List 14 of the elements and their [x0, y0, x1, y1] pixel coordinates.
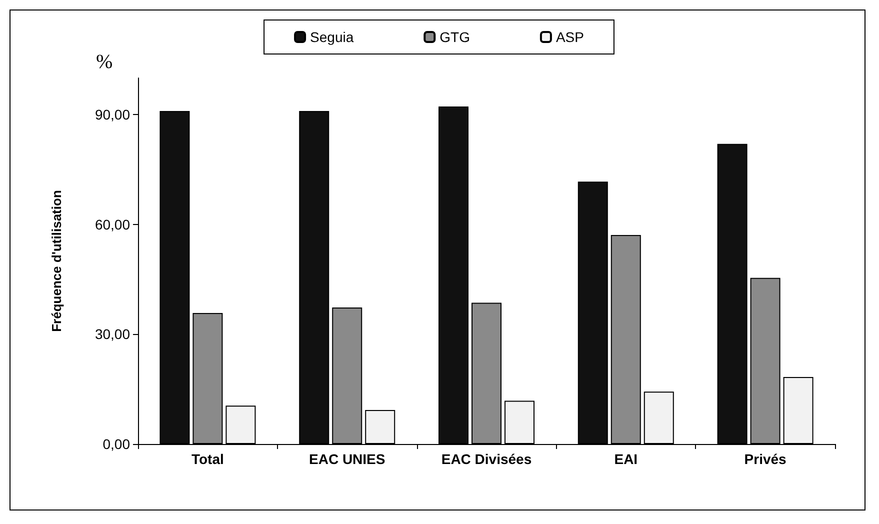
- y-tick-label: 60,00: [94, 216, 130, 232]
- text: %: [96, 51, 113, 73]
- y-tick-label: 90,00: [94, 106, 130, 123]
- y-tick-label: 30,00: [94, 326, 130, 342]
- x-tick-label: EAC Divisées: [441, 451, 532, 467]
- x-tick-label: Total: [191, 451, 224, 467]
- y-axis-title: Fréquence d'utilisation: [49, 190, 64, 332]
- y-tick-label: 0,00: [102, 436, 130, 452]
- legend-label: Seguia: [310, 29, 354, 45]
- x-tick-label: Privés: [744, 451, 787, 467]
- x-tick-label: EAI: [614, 451, 638, 467]
- legend-label: GTG: [440, 29, 470, 45]
- x-tick-label: EAC UNIES: [308, 451, 386, 467]
- legend-label: ASP: [556, 29, 584, 45]
